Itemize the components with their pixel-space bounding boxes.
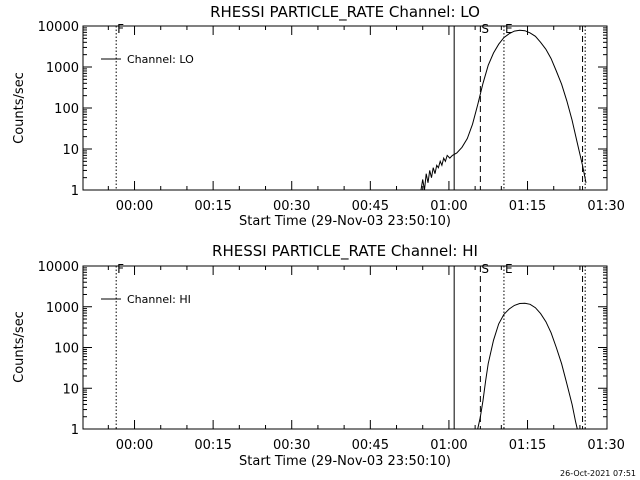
x-axis-label-hi: Start Time (29-Nov-03 23:50:10) [239, 454, 451, 469]
x-tick-label: 01:30 [587, 438, 624, 453]
y-tick-labels-lo: 1 10 100 1000 10000 [38, 20, 79, 199]
marker-label: S [481, 22, 489, 36]
x-tick-labels-hi: 00:00 00:15 00:30 00:45 01:00 01:15 01:3… [116, 438, 625, 453]
marker-labels-hi: F S E [117, 262, 512, 276]
x-tick-label: 00:30 [273, 438, 310, 453]
y-tick-label: 10000 [38, 260, 79, 275]
y-tick-label: 10 [62, 382, 79, 397]
data-line-lo [420, 29, 587, 191]
x-tick-label: 00:30 [273, 199, 310, 214]
x-tick-label: 01:15 [509, 199, 546, 214]
y-tick-label: 10 [62, 143, 79, 158]
marker-label: F [117, 262, 124, 276]
x-tick-label: 00:15 [194, 199, 231, 214]
x-tick-label: 00:45 [352, 199, 389, 214]
x-tick-label: 00:00 [116, 438, 153, 453]
x-tick-label: 01:15 [509, 438, 546, 453]
y-tick-labels-hi: 1 10 100 1000 10000 [38, 260, 79, 438]
footer-timestamp: 26-Oct-2021 07:51 [560, 469, 636, 478]
marker-label: F [117, 22, 124, 36]
x-tick-label: 00:45 [352, 438, 389, 453]
panel-lo: RHESSI PARTICLE_RATE Channel: LO Counts/… [12, 3, 625, 229]
x-tick-label: 00:00 [116, 199, 153, 214]
legend-entry-hi: Channel: HI [127, 293, 191, 306]
x-tick-label: 01:30 [587, 199, 624, 214]
legend-entry-lo: Channel: LO [127, 53, 194, 66]
y-axis-label-lo: Counts/sec [12, 72, 27, 144]
plot-area-hi [82, 265, 608, 430]
chart-title-hi: RHESSI PARTICLE_RATE Channel: HI [212, 242, 478, 261]
data-line-hi [477, 302, 578, 430]
x-tick-label: 00:15 [194, 438, 231, 453]
y-tick-label: 1000 [46, 61, 79, 76]
x-tick-label: 01:00 [430, 438, 467, 453]
marker-label: S [481, 262, 489, 276]
panel-hi: RHESSI PARTICLE_RATE Channel: HI Counts/… [12, 242, 625, 469]
y-tick-label: 1 [71, 423, 79, 438]
plot-area-lo [82, 25, 608, 191]
marker-labels-lo: F S E [117, 22, 512, 36]
y-axis-label-hi: Counts/sec [12, 311, 27, 383]
x-tick-labels-lo: 00:00 00:15 00:30 00:45 01:00 01:15 01:3… [116, 199, 625, 214]
y-tick-label: 1000 [46, 301, 79, 316]
x-axis-label-lo: Start Time (29-Nov-03 23:50:10) [239, 214, 451, 229]
marker-label: E [505, 22, 513, 36]
y-tick-label: 100 [54, 102, 79, 117]
y-tick-label: 100 [54, 342, 79, 357]
y-tick-label: 1 [71, 184, 79, 199]
y-tick-label: 10000 [38, 20, 79, 35]
x-tick-label: 01:00 [430, 199, 467, 214]
marker-label: E [505, 262, 513, 276]
chart-title-lo: RHESSI PARTICLE_RATE Channel: LO [210, 3, 480, 22]
